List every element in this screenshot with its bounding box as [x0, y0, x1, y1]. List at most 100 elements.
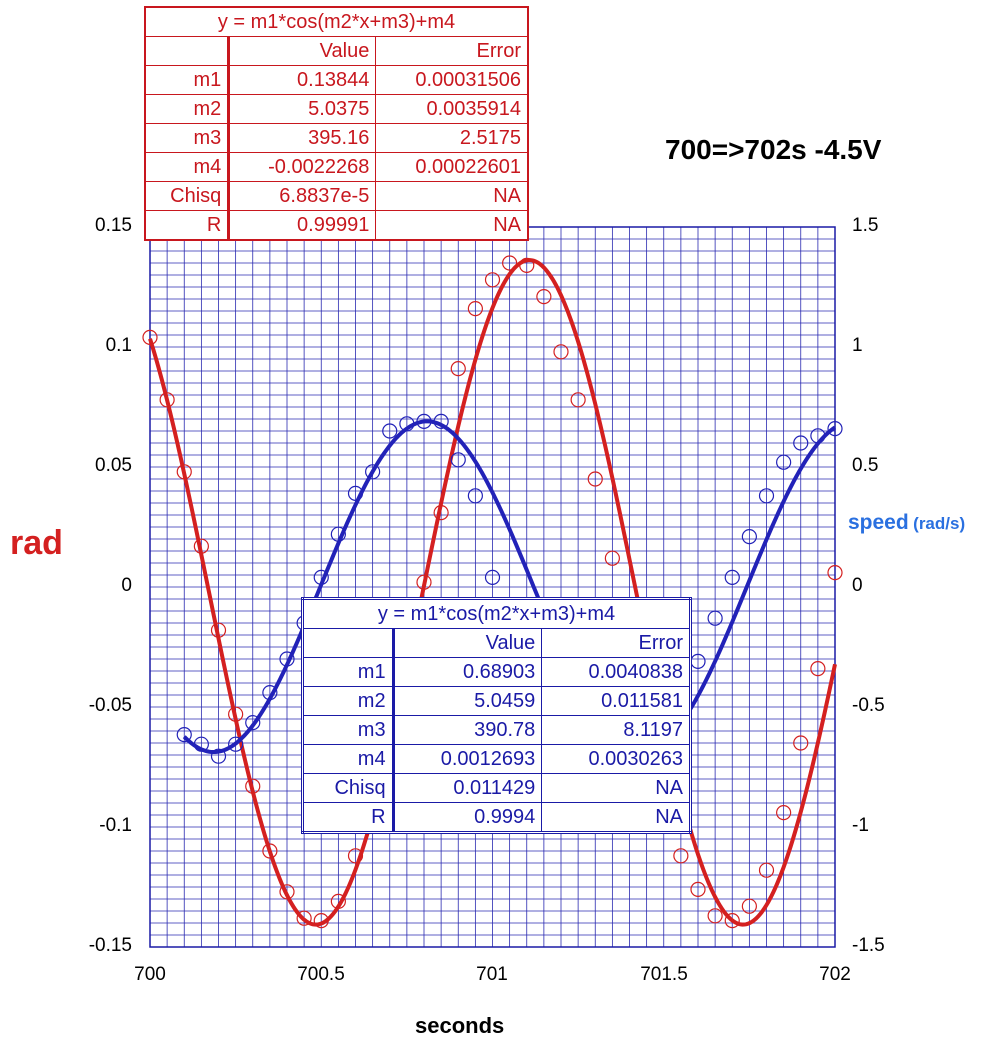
x-tick-label: 701.5 — [640, 964, 688, 985]
table-header-cell — [144, 36, 231, 66]
table-row: m2 5.0375 0.0035914 — [144, 94, 529, 124]
table-header-cell: Value — [392, 628, 543, 658]
table-cell: 0.011581 — [541, 686, 691, 716]
rad-data-point — [330, 893, 346, 910]
speed-data-point — [416, 413, 432, 429]
table-row: R 0.99991 NA — [144, 210, 529, 241]
y2-tick-label: -1 — [852, 815, 869, 836]
y2-tick-label: -0.5 — [852, 695, 885, 716]
rad-data-point — [142, 329, 158, 345]
x-axis-label: seconds — [415, 1013, 505, 1038]
table-row: m4 0.0012693 0.0030263 — [302, 744, 691, 774]
speed-fit-curve — [182, 419, 837, 755]
table-cell: m4 — [144, 152, 231, 182]
rad-data-point — [793, 735, 809, 751]
rad-data-point — [450, 361, 466, 377]
speed-data-point — [193, 736, 209, 752]
y-tick-label: -0.1 — [99, 815, 132, 836]
x-tick-label: 702 — [819, 964, 851, 985]
speed-data-point — [245, 714, 261, 731]
table-title-row: y = m1*cos(m2*x+m3)+m4 — [302, 598, 691, 629]
table-cell: m4 — [302, 744, 395, 774]
table-cell: m2 — [302, 686, 395, 716]
rad-data-point — [536, 289, 552, 305]
rad-data-point — [810, 660, 826, 677]
y-axis-label: rad — [10, 524, 63, 562]
table-cell: m1 — [144, 65, 231, 95]
y2-axis-label-text: speed — [848, 511, 909, 534]
table-cell: NA — [541, 773, 691, 803]
rad-data-point — [467, 301, 483, 317]
speed-data-point — [210, 748, 227, 764]
table-cell: m2 — [144, 94, 231, 124]
table-row: m4 -0.0022268 0.00022601 — [144, 152, 529, 182]
speed-data-point — [382, 423, 398, 439]
speed-data-point — [433, 413, 449, 429]
x-tick-label: 700 — [134, 964, 166, 985]
table-cell: 5.0375 — [228, 94, 377, 124]
y2-axis-label-unit: (rad/s) — [913, 514, 966, 533]
table-cell: m3 — [302, 715, 395, 745]
table-header-row: Value Error — [302, 628, 691, 658]
table-cell: 390.78 — [392, 715, 543, 745]
table-cell: 0.0035914 — [375, 94, 529, 124]
y-tick-label: 0.15 — [95, 215, 132, 236]
table-cell: NA — [375, 210, 529, 241]
x-tick-label: 701 — [476, 964, 508, 985]
table-header-cell: Error — [375, 36, 529, 66]
speed-data-point — [776, 454, 792, 470]
rad-data-point — [347, 848, 364, 864]
table-header-row: Value Error — [144, 36, 529, 66]
rad-data-point — [262, 843, 278, 859]
rad-data-point — [570, 392, 586, 408]
y2-tick-label: -1.5 — [852, 935, 885, 956]
table-row: R 0.9994 NA — [302, 802, 691, 833]
table-cell: -0.0022268 — [228, 152, 377, 182]
y-tick-label: -0.15 — [88, 935, 132, 956]
speed-data-point — [741, 528, 757, 545]
table-cell: 0.00022601 — [375, 152, 529, 182]
speed-data-point — [467, 488, 483, 504]
speed-data-point — [176, 726, 192, 743]
fit-table-rad: y = m1*cos(m2*x+m3)+m4 Value Error m1 0.… — [144, 6, 529, 241]
speed-data-point — [793, 435, 809, 451]
speed-data-point — [810, 428, 826, 444]
y-tick-label: 0.1 — [105, 335, 132, 356]
rad-data-point — [313, 912, 329, 929]
table-row: Chisq 0.011429 NA — [302, 773, 691, 803]
speed-data-point — [313, 569, 329, 586]
rad-data-point — [433, 504, 449, 521]
speed-data-point — [758, 488, 775, 504]
rad-data-point — [690, 881, 706, 898]
table-cell: 395.16 — [228, 123, 377, 153]
rad-fit-curve — [148, 258, 837, 927]
rad-data-point — [416, 574, 432, 590]
y-tick-label: -0.05 — [88, 695, 132, 716]
x-tick-label: 700.5 — [297, 964, 345, 985]
table-cell: 0.9994 — [392, 802, 543, 833]
table-cell: 0.011429 — [392, 773, 543, 803]
rad-data-point — [279, 884, 295, 900]
speed-data-point — [347, 485, 364, 501]
y2-tick-label: 1.5 — [852, 215, 879, 236]
y2-tick-label: 0.5 — [852, 455, 879, 476]
table-cell: 2.5175 — [375, 123, 529, 153]
table-row: Chisq 6.8837e-5 NA — [144, 181, 529, 211]
rad-data-point — [502, 255, 518, 271]
rad-data-point — [296, 910, 312, 926]
speed-data-point — [827, 421, 843, 437]
rad-data-point — [724, 912, 740, 929]
rad-data-point — [707, 908, 723, 924]
rad-data-point — [673, 848, 689, 864]
table-cell: Chisq — [302, 773, 395, 803]
rad-data-point — [553, 344, 569, 360]
fit-curves — [148, 258, 837, 927]
table-cell: m1 — [302, 657, 395, 687]
rad-data-point — [519, 257, 535, 273]
rad-data-point — [245, 778, 261, 794]
y2-tick-label: 1 — [852, 335, 863, 356]
rad-data-point — [587, 471, 603, 487]
speed-data-point — [450, 452, 466, 468]
rad-data-point — [604, 550, 620, 566]
table-cell: Chisq — [144, 181, 231, 211]
